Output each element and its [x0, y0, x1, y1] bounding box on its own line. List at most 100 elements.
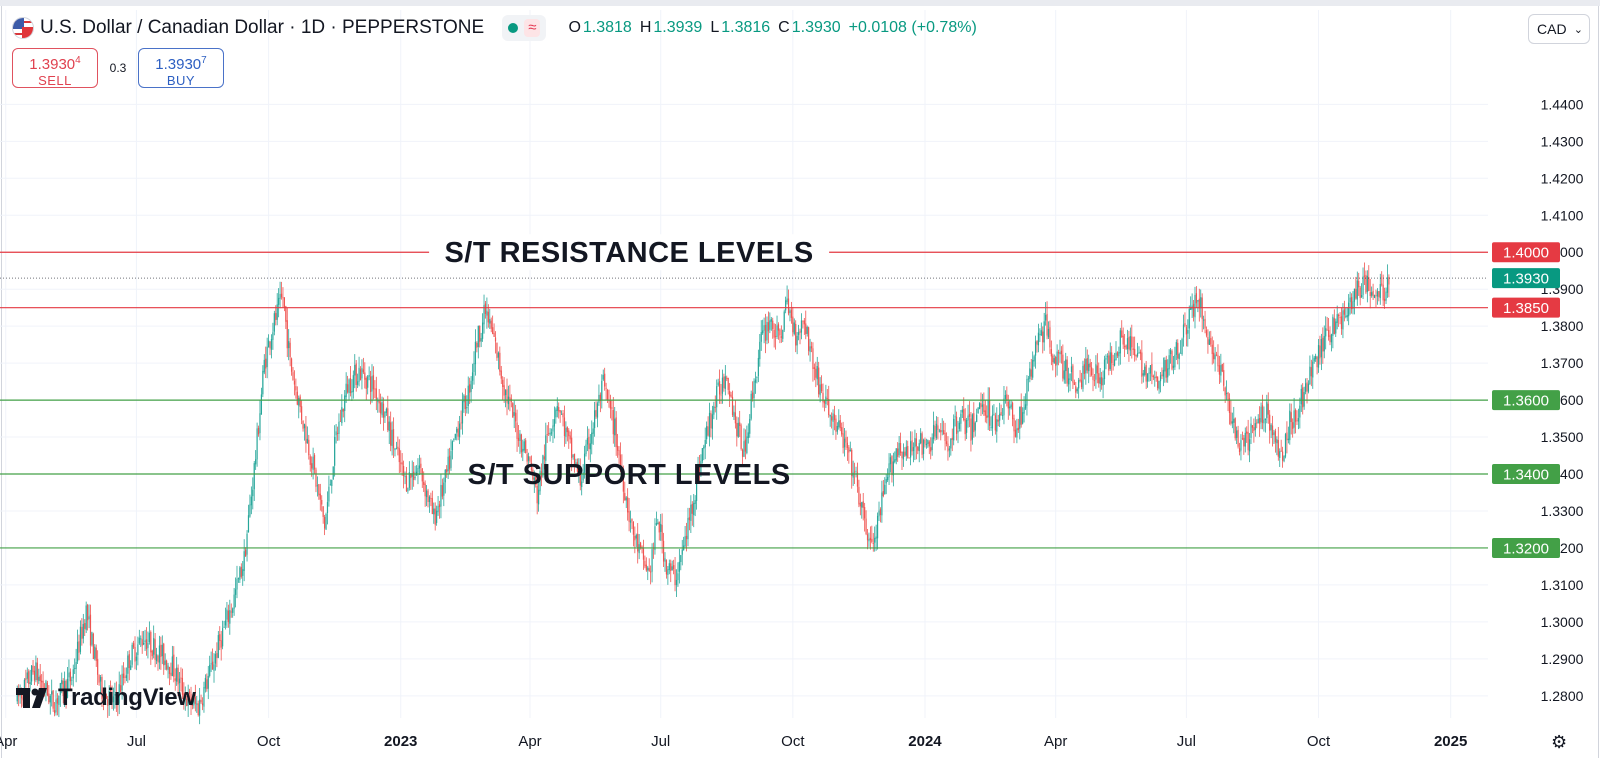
candle-body — [1016, 428, 1018, 438]
candle-body — [506, 389, 508, 403]
candle-body — [398, 448, 400, 463]
tradingview-logo-icon — [16, 688, 47, 708]
candle-body — [786, 298, 788, 303]
candle-body — [1050, 349, 1052, 357]
candle-body — [1286, 432, 1288, 441]
sell-button[interactable]: 1.39304 SELL — [12, 48, 98, 88]
candle-body — [1082, 365, 1084, 389]
candle-body — [450, 451, 452, 468]
candle-body — [563, 417, 566, 437]
candle-body — [691, 503, 693, 514]
candle-body — [1372, 290, 1374, 297]
currency-select[interactable]: CAD ⌄ — [1528, 14, 1590, 44]
candle-body — [1187, 329, 1189, 334]
candle-body — [177, 667, 179, 685]
candle-body — [1282, 451, 1284, 461]
candle-body — [206, 679, 208, 690]
candle-body — [329, 484, 331, 486]
candle-body — [98, 675, 100, 683]
candle-body — [1280, 450, 1282, 452]
candle-body — [46, 682, 48, 696]
candle-body — [525, 440, 527, 454]
candle-body — [414, 477, 416, 479]
candle-body — [62, 680, 64, 696]
candle-body — [321, 499, 323, 505]
candle-body — [1385, 291, 1387, 301]
candle-body — [1065, 359, 1067, 372]
candle-body — [560, 414, 563, 415]
candle-body — [487, 311, 489, 323]
candle-body — [29, 682, 31, 685]
candle-body — [1003, 398, 1005, 416]
y-tick-label: 1.4100 — [1541, 207, 1584, 223]
candle-body — [851, 449, 853, 476]
candle-body — [581, 481, 583, 488]
candle-body — [675, 579, 678, 586]
candle-body — [632, 521, 635, 535]
candle-body — [357, 381, 359, 385]
candle-body — [1066, 359, 1068, 384]
tradingview-logo[interactable]: TradingView — [16, 684, 196, 712]
candle-body — [978, 403, 981, 410]
candle-body — [1131, 336, 1133, 348]
candle-body — [72, 669, 74, 679]
candle-body — [1026, 378, 1028, 406]
candle-body — [536, 485, 538, 504]
candle-body — [1220, 365, 1222, 376]
candle-body — [1236, 430, 1238, 438]
candle-body — [1102, 378, 1104, 386]
candle-body — [1024, 404, 1027, 409]
candle-body — [637, 533, 639, 552]
candle-body — [164, 660, 166, 665]
candle-body — [16, 689, 18, 702]
candle-body — [711, 414, 714, 429]
symbol-title[interactable]: U.S. Dollar / Canadian Dollar · 1D · PEP… — [40, 17, 485, 38]
candle-body — [334, 436, 336, 466]
candle-body — [1238, 448, 1241, 453]
candle-body — [753, 380, 755, 398]
candle-body — [796, 335, 798, 346]
candle-body — [1355, 288, 1357, 299]
candle-body — [550, 432, 553, 434]
candle-body — [120, 685, 122, 692]
candle-body — [555, 409, 557, 418]
candle-body — [983, 404, 985, 413]
candle-body — [932, 424, 935, 440]
candle-body — [749, 418, 751, 434]
candle-body — [707, 426, 709, 436]
candle-body — [852, 472, 854, 478]
candle-body — [1302, 387, 1304, 408]
candle-body — [1290, 412, 1292, 423]
candle-body — [770, 319, 772, 322]
candle-body — [958, 422, 961, 429]
candle-body — [154, 639, 156, 660]
candle-body — [484, 303, 487, 314]
candle-body — [1112, 364, 1114, 365]
ohlc-key: L — [710, 19, 720, 36]
candle-body — [275, 313, 277, 321]
gear-icon[interactable]: ⚙ — [1551, 732, 1568, 752]
candle-body — [209, 664, 211, 676]
candle-body — [245, 549, 247, 557]
candle-body — [471, 372, 474, 381]
candle-body — [1181, 339, 1183, 355]
candle-body — [22, 697, 24, 701]
candle-body — [861, 502, 863, 508]
candle-body — [151, 650, 153, 657]
candle-body — [954, 416, 956, 418]
candle-body — [433, 508, 435, 515]
candle-body — [687, 517, 689, 540]
candle-body — [733, 411, 735, 417]
candle-body — [395, 448, 398, 450]
candle-body — [407, 488, 409, 492]
candle-body — [950, 438, 952, 449]
x-tick-label: Oct — [1307, 733, 1331, 750]
market-status[interactable]: ≈ — [502, 15, 547, 41]
candle-body — [1349, 297, 1351, 303]
candle-body — [1317, 345, 1320, 368]
buy-button[interactable]: 1.39307 BUY — [138, 48, 224, 88]
candle-body — [835, 418, 837, 432]
candle-body — [981, 404, 984, 407]
candle-body — [295, 386, 297, 391]
